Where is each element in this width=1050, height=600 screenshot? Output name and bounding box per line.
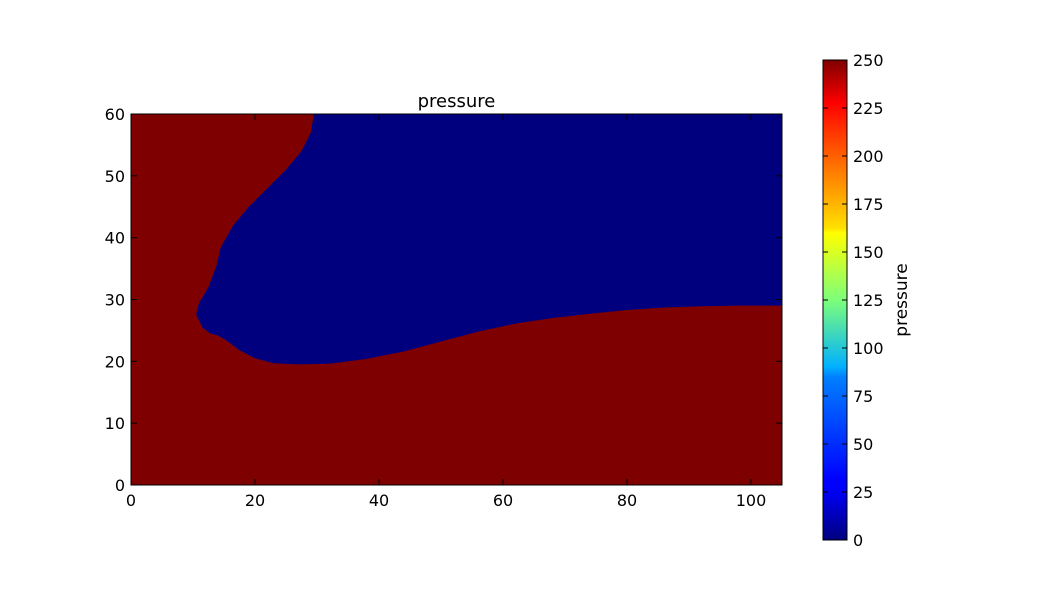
x-tick-label: 20 bbox=[245, 491, 265, 510]
colorbar-tick-label: 200 bbox=[853, 147, 884, 166]
x-tick-label: 60 bbox=[493, 491, 513, 510]
colorbar-tick-label: 250 bbox=[853, 51, 884, 70]
y-tick-label: 30 bbox=[105, 291, 125, 310]
y-tick-label: 20 bbox=[105, 352, 125, 371]
y-tick-label: 60 bbox=[105, 105, 125, 124]
colorbar-tick-label: 150 bbox=[853, 243, 884, 262]
chart-title: pressure bbox=[418, 91, 496, 112]
plot-area bbox=[130, 113, 783, 486]
y-tick-label: 0 bbox=[115, 476, 125, 495]
colorbar-tick-label: 25 bbox=[853, 483, 873, 502]
colorbar-label: pressure bbox=[892, 263, 912, 336]
colorbar-ticks: 0 25 50 75 100 125 150 175 200 225 250 bbox=[823, 51, 884, 550]
colorbar-tick-label: 50 bbox=[853, 435, 873, 454]
colorbar-tick-label: 75 bbox=[853, 387, 873, 406]
x-tick-label: 40 bbox=[369, 491, 389, 510]
y-tick-label: 10 bbox=[105, 414, 125, 433]
colorbar-tick-label: 225 bbox=[853, 99, 884, 118]
y-tick-label: 40 bbox=[105, 229, 125, 248]
colorbar-tick-label: 0 bbox=[853, 531, 863, 550]
colorbar-tick-label: 100 bbox=[853, 339, 884, 358]
colorbar-tick-label: 175 bbox=[853, 195, 884, 214]
low-pressure-region bbox=[196, 114, 783, 365]
colorbar: 0 25 50 75 100 125 150 175 200 225 250 pressure bbox=[822, 51, 912, 550]
colorbar-tick-label: 125 bbox=[853, 291, 884, 310]
x-tick-label: 80 bbox=[617, 491, 637, 510]
x-axis: 0 20 40 60 80 100 bbox=[126, 114, 766, 510]
y-tick-label: 50 bbox=[105, 167, 125, 186]
y-axis: 0 10 20 30 40 50 60 bbox=[105, 105, 782, 495]
x-tick-label: 0 bbox=[126, 491, 136, 510]
x-tick-label: 100 bbox=[736, 491, 767, 510]
